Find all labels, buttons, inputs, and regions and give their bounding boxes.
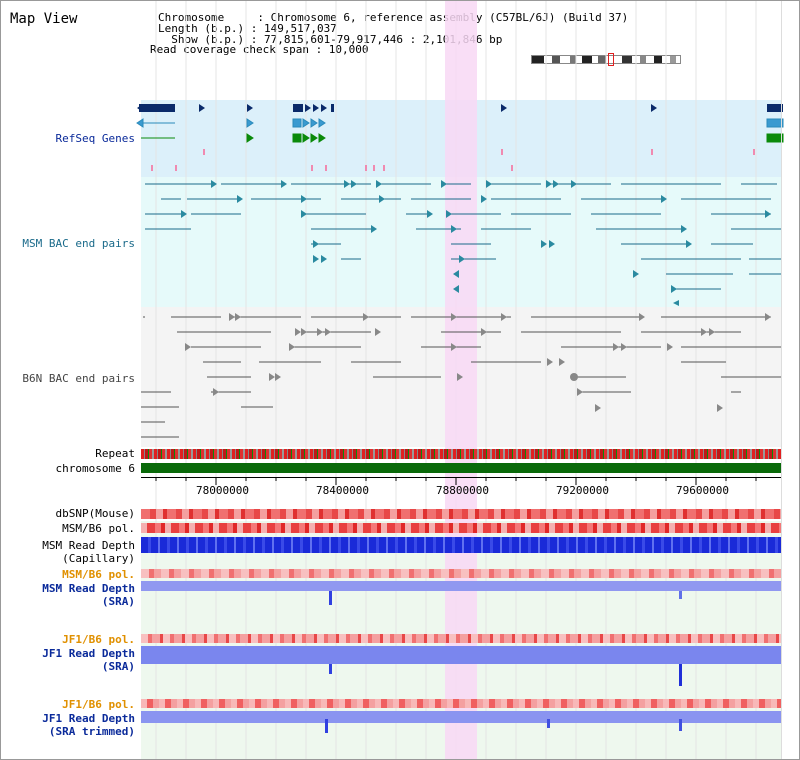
- repeat-label: Repeat: [95, 447, 135, 460]
- jf1-read-depth-trimmed-track[interactable]: [141, 711, 781, 723]
- axis-line: [141, 477, 781, 478]
- depth-spike: [679, 719, 682, 731]
- depth-spike: [329, 664, 332, 674]
- depth-spike: [679, 664, 682, 686]
- msm-b6-pol-2-label: MSM/B6 pol.: [62, 568, 135, 581]
- msm-read-depth-sra-label: MSM Read Depth: [42, 582, 135, 595]
- axis-tick-label: 78400000: [316, 484, 369, 497]
- length-info: Length (b.p.) : 149,517,037: [158, 22, 337, 35]
- msm-b6-pol-label: MSM/B6 pol.: [62, 522, 135, 535]
- dbsnp-label: dbSNP(Mouse): [55, 507, 135, 520]
- dbsnp-track[interactable]: [141, 509, 781, 519]
- repeat-track[interactable]: [141, 449, 781, 459]
- jf1-read-depth-trimmed-label: JF1 Read Depth: [42, 712, 135, 725]
- jf1-read-depth-sra-label: JF1 Read Depth: [42, 647, 135, 660]
- msm-read-depth-capillary-sub-label: (Capillary): [62, 552, 135, 565]
- chromosome-label: chromosome 6: [55, 462, 135, 475]
- msm-read-depth-sra-track[interactable]: [141, 581, 781, 591]
- axis-ticks: [155, 477, 757, 485]
- page-title: Map View: [10, 11, 78, 27]
- msm-bac-track[interactable]: [141, 177, 781, 307]
- axis-tick-label: 79200000: [556, 484, 609, 497]
- selection-highlight[interactable]: [445, 1, 477, 759]
- b6n-bac-track[interactable]: [141, 307, 781, 447]
- jf1-b6-pol-2-label: JF1/B6 pol.: [62, 698, 135, 711]
- depth-spike: [329, 591, 332, 605]
- jf1-b6-pol-label: JF1/B6 pol.: [62, 633, 135, 646]
- jf1-read-depth-sra-sub-label: (SRA): [101, 660, 135, 673]
- msm-read-depth-capillary-track[interactable]: [141, 537, 781, 553]
- refseq-genes-track[interactable]: [135, 101, 785, 176]
- axis-tick-label: 78800000: [436, 484, 489, 497]
- view-right-edge: [781, 1, 782, 759]
- chromosome-bar[interactable]: [141, 463, 781, 473]
- depth-spike: [679, 591, 682, 599]
- ideogram-position-marker: [608, 53, 614, 66]
- coverage-span-info: Read coverage check span : 10,000: [150, 43, 369, 56]
- msm-bac-label: MSM BAC end pairs: [22, 237, 135, 250]
- axis-tick-label: 79600000: [676, 484, 729, 497]
- refseq-genes-label: RefSeq Genes: [55, 132, 135, 145]
- jf1-b6-pol-2-track[interactable]: [141, 699, 781, 708]
- depth-spike: [325, 719, 328, 733]
- jf1-read-depth-sra-track[interactable]: [141, 646, 781, 664]
- msm-b6-pol-track[interactable]: [141, 523, 781, 533]
- chromosome-info: Chromosome : Chromosome 6, reference ass…: [158, 11, 629, 24]
- msm-b6-pol-2-track[interactable]: [141, 569, 781, 578]
- msm-read-depth-sra-sub-label: (SRA): [101, 595, 135, 608]
- jf1-b6-pol-track[interactable]: [141, 634, 781, 643]
- msm-read-depth-capillary-label: MSM Read Depth: [42, 539, 135, 552]
- b6n-bac-label: B6N BAC end pairs: [22, 372, 135, 385]
- jf1-read-depth-trimmed-sub-label: (SRA trimmed): [48, 725, 135, 738]
- depth-spike: [547, 719, 550, 728]
- axis-tick-label: 78000000: [196, 484, 249, 497]
